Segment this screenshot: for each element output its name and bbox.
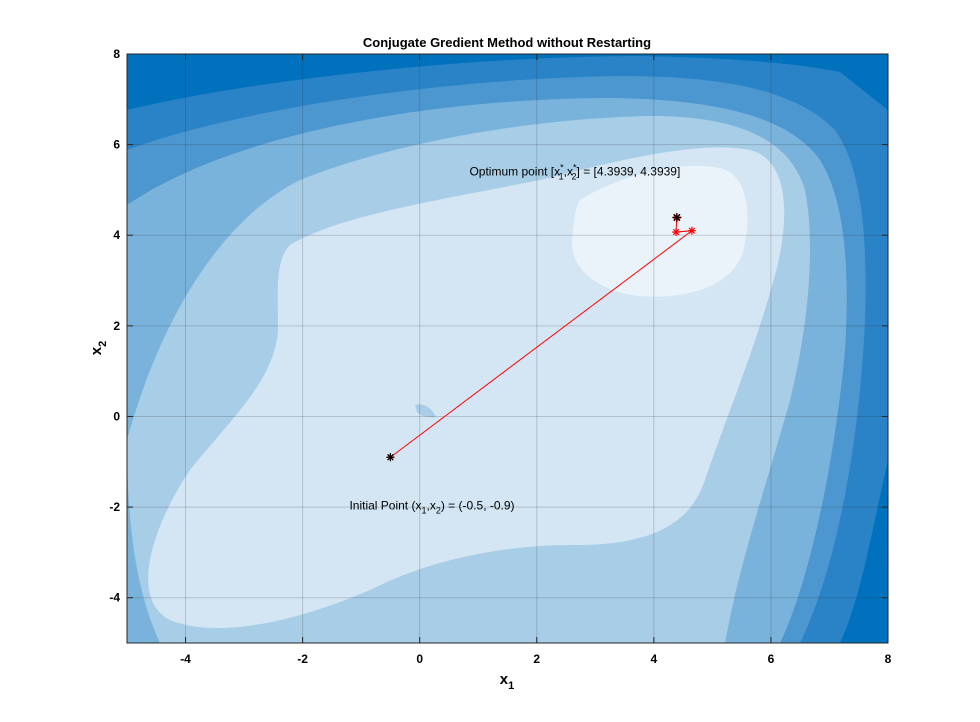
optimum-text-3: ] = [4.3939, 4.3939] xyxy=(577,164,681,178)
y-tick-label: 0 xyxy=(113,409,120,423)
x-axis-label: x1 xyxy=(500,671,514,692)
y-tick-label: 2 xyxy=(113,319,120,333)
y-tick-label: 6 xyxy=(113,138,120,152)
y-axis-label: x2 xyxy=(88,341,109,355)
x-axis-label-sub: 1 xyxy=(508,680,514,692)
initial-point-marker xyxy=(386,453,395,462)
path-markers xyxy=(386,212,696,462)
x-tick-label: 8 xyxy=(885,652,892,666)
optimum-point-marker xyxy=(672,212,682,222)
y-tick-label: 8 xyxy=(113,47,120,61)
initial-sub-2: 2 xyxy=(436,505,441,515)
x-tick-label: 6 xyxy=(768,652,775,666)
y-tick-label: -4 xyxy=(109,591,120,605)
initial-point-annotation: Initial Point (x1,x2) = (-0.5, -0.9) xyxy=(349,498,514,515)
optimum-sup-1: * xyxy=(560,162,564,172)
contour-island xyxy=(415,404,436,418)
optimum-sub-1: 1 xyxy=(559,171,564,181)
x-tick-label: 2 xyxy=(533,652,540,666)
y-axis-label-main: x xyxy=(88,346,105,355)
axes-box xyxy=(126,53,889,644)
grid xyxy=(127,54,888,643)
y-tick-label: -2 xyxy=(109,500,120,514)
y-tick-label: 4 xyxy=(113,228,120,242)
optimum-sup-2: * xyxy=(573,162,577,172)
initial-text-2: ,x xyxy=(426,498,435,512)
x-tick-label: -4 xyxy=(180,652,191,666)
axis-ticks: -4 -2 0 2 4 6 8 -4 -2 0 2 4 6 8 xyxy=(109,47,891,666)
path-point-marker xyxy=(672,228,681,237)
x-tick-label: 4 xyxy=(651,652,658,666)
initial-text-1: Initial Point (x xyxy=(349,498,421,512)
contour-level-6 xyxy=(571,165,748,297)
optimum-point-annotation: Optimum point [x* 1,x* 2] = [4.3939, 4.393… xyxy=(469,162,680,181)
x-tick-label: -2 xyxy=(297,652,308,666)
contour-fill xyxy=(127,54,888,643)
x-tick-label: 0 xyxy=(416,652,423,666)
optimum-text-2: ,x xyxy=(564,164,573,178)
initial-text-3: ) = (-0.5, -0.9) xyxy=(441,498,515,512)
optimum-sub-2: 2 xyxy=(572,171,577,181)
x-axis-label-main: x xyxy=(500,671,509,688)
initial-sub-1: 1 xyxy=(421,505,426,515)
optimum-text-1: Optimum point [x xyxy=(469,164,560,178)
chart-title: Conjugate Gredient Method without Restar… xyxy=(363,35,651,50)
path-point-marker xyxy=(687,226,696,235)
y-axis-label-sub: 2 xyxy=(97,341,109,347)
